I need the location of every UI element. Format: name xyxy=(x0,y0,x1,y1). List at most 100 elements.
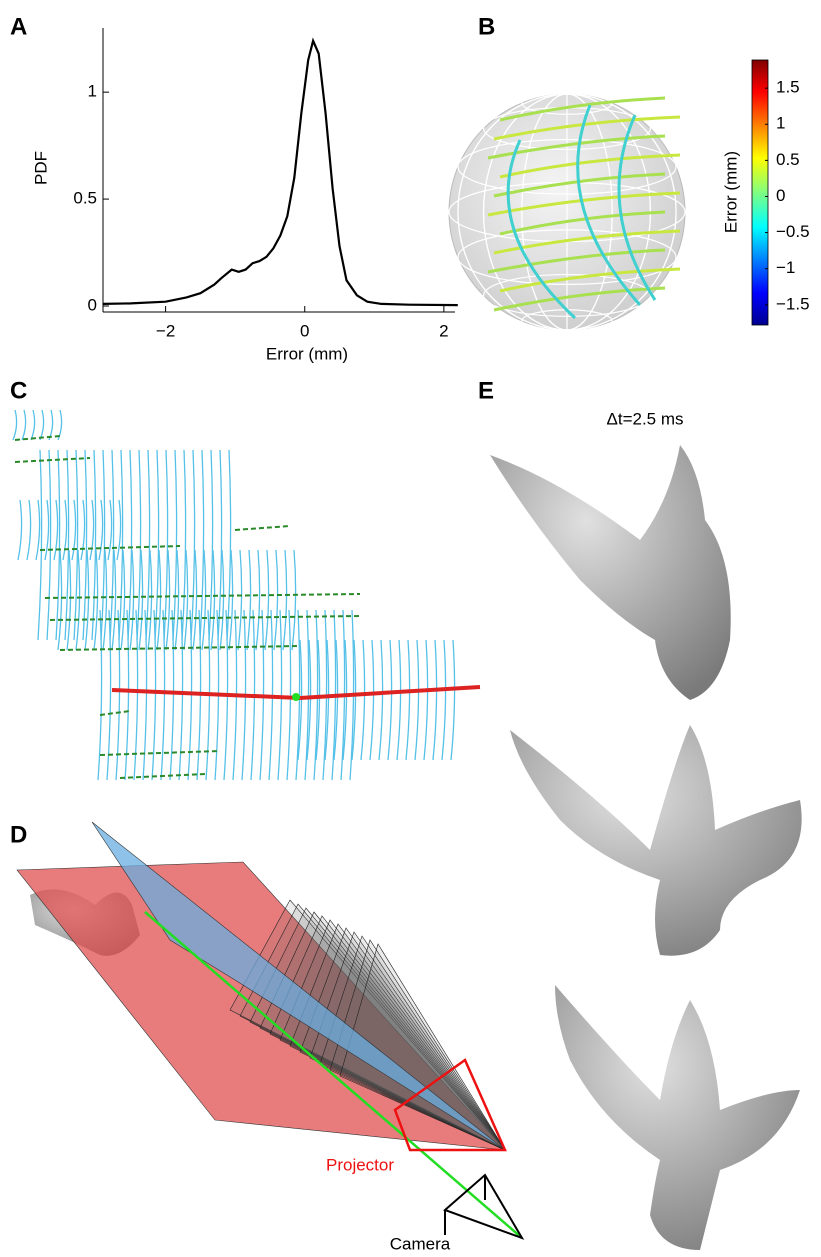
sphere-stripes xyxy=(487,96,681,320)
stripe xyxy=(82,449,88,641)
stripe xyxy=(291,549,297,651)
stripe xyxy=(138,549,144,651)
plane xyxy=(319,935,506,1151)
stripe xyxy=(64,449,70,641)
y-axis-label: PDF xyxy=(31,151,50,185)
stripe xyxy=(617,114,657,301)
stripe xyxy=(378,639,384,761)
stripe xyxy=(44,499,50,561)
stripe xyxy=(165,549,171,651)
stripe xyxy=(26,499,32,561)
panel-label: D xyxy=(10,821,27,848)
stripe xyxy=(57,549,63,651)
grid-line xyxy=(457,138,677,195)
stripe xyxy=(493,229,681,255)
stripe xyxy=(21,409,27,441)
stripe xyxy=(255,549,261,651)
plane-fan xyxy=(229,899,506,1151)
stripe xyxy=(133,609,139,781)
stripe xyxy=(80,499,86,561)
stripe xyxy=(35,499,41,561)
stripe xyxy=(55,449,61,641)
x-axis-label: Error (mm) xyxy=(266,344,348,363)
stripe xyxy=(151,609,157,781)
stripe xyxy=(315,639,321,761)
camera-frustum xyxy=(443,1173,525,1240)
stripe xyxy=(91,449,97,641)
stripe xyxy=(111,549,117,651)
y-tick-label: 1 xyxy=(88,82,97,101)
stripe xyxy=(17,499,23,561)
contour xyxy=(99,710,131,716)
stripe xyxy=(109,449,115,641)
stripe xyxy=(178,609,184,781)
stripe xyxy=(201,549,207,651)
contour xyxy=(49,615,361,621)
stripe xyxy=(208,449,214,641)
contour xyxy=(111,685,481,701)
panel-label: C xyxy=(10,377,27,404)
colorbar-tick-label: −0.5 xyxy=(776,222,810,241)
stripe xyxy=(93,549,99,651)
stripe xyxy=(12,409,18,441)
stripe xyxy=(37,449,43,641)
colorbar-tick-label: 0 xyxy=(776,186,785,205)
stripe xyxy=(264,549,270,651)
stripe xyxy=(282,549,288,651)
stripe xyxy=(219,549,225,651)
stripe xyxy=(183,549,189,651)
stripe xyxy=(118,449,124,641)
stripe xyxy=(116,499,122,561)
stripe xyxy=(342,639,348,761)
stripe xyxy=(576,104,642,307)
panel-label: E xyxy=(478,377,494,404)
contour xyxy=(234,525,291,531)
contour xyxy=(119,773,206,779)
stripe xyxy=(98,499,104,561)
stripe xyxy=(506,139,577,320)
stripe xyxy=(499,96,666,122)
stripe xyxy=(210,549,216,651)
stripe xyxy=(142,609,148,781)
stripe xyxy=(286,609,292,781)
colorbar-tick-label: −1.5 xyxy=(776,294,810,313)
stripe xyxy=(156,549,162,651)
sphere xyxy=(448,91,686,333)
stripe xyxy=(106,609,112,781)
x-tick-label: 0 xyxy=(300,321,309,340)
stripe xyxy=(174,549,180,651)
stripe xyxy=(129,549,135,651)
stripe xyxy=(237,549,243,651)
x-tick-label: 2 xyxy=(439,321,448,340)
stripe xyxy=(75,549,81,651)
panel-label: A xyxy=(10,13,27,40)
stripe xyxy=(73,449,79,641)
stripe xyxy=(147,549,153,651)
stripe xyxy=(127,449,133,641)
colorbar-tick-label: 1 xyxy=(776,114,785,133)
projector-label: Projector xyxy=(326,1155,394,1174)
stripe xyxy=(493,286,666,312)
stripe xyxy=(396,639,402,761)
colorbar-tick-label: −1 xyxy=(776,258,795,277)
stripe xyxy=(499,210,666,236)
stripe xyxy=(192,549,198,651)
stripe xyxy=(199,449,205,641)
colorbar-tick-label: 1.5 xyxy=(776,78,800,97)
colorbar-label: Error (mm) xyxy=(721,151,740,233)
stripe xyxy=(181,449,187,641)
reconstructions xyxy=(490,445,802,1250)
y-tick-label: 0.5 xyxy=(73,189,97,208)
plane xyxy=(339,943,506,1151)
stripe xyxy=(333,639,339,761)
stripe xyxy=(405,639,411,761)
colorbar xyxy=(751,59,769,326)
bird-surface xyxy=(510,725,802,956)
stripe xyxy=(226,449,232,641)
wing-stripes xyxy=(12,409,481,781)
projection-diagram: Projector Camera xyxy=(16,821,525,1253)
stripe xyxy=(115,609,121,781)
contour xyxy=(39,545,181,551)
stripe xyxy=(48,409,54,441)
